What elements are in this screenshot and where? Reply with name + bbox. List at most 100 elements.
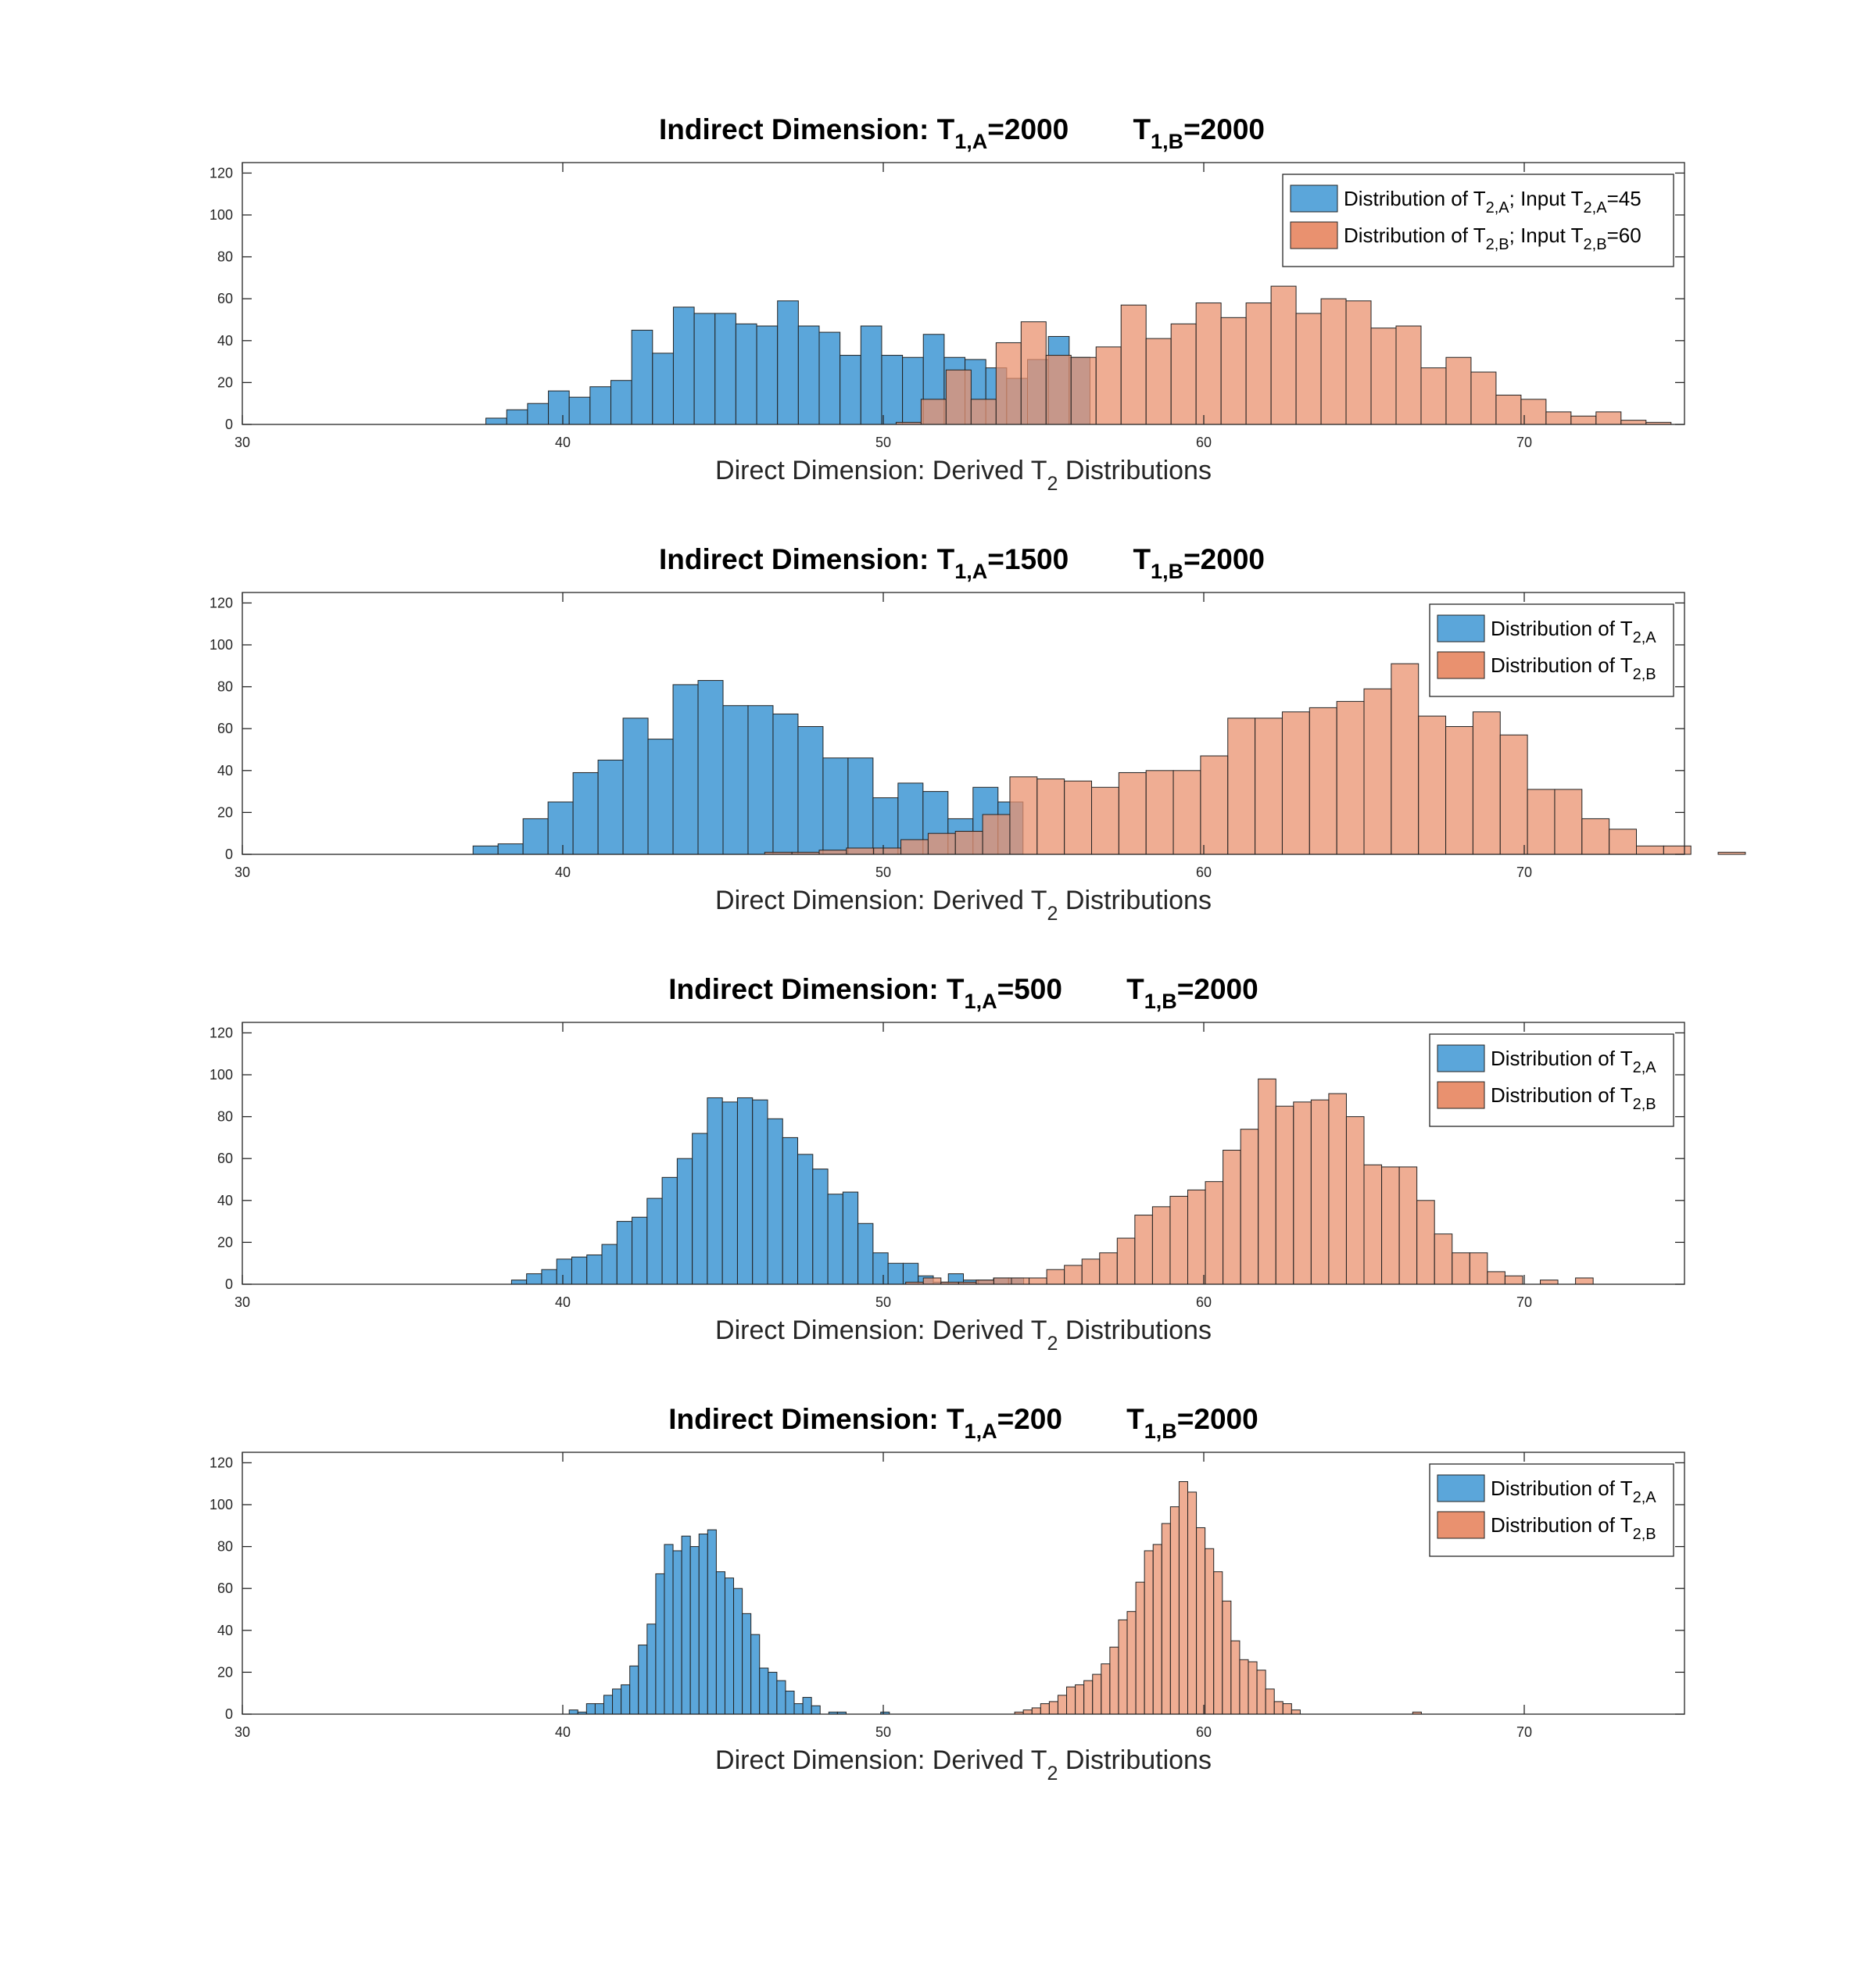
histogram-bar xyxy=(629,1665,639,1715)
histogram-bar xyxy=(722,705,749,855)
histogram-bar xyxy=(597,759,624,855)
histogram-bar xyxy=(1363,1164,1383,1285)
histogram-bar xyxy=(485,417,507,425)
histogram-bar xyxy=(1036,779,1065,855)
histogram-bar xyxy=(922,1277,942,1285)
series-b xyxy=(895,285,1672,425)
chart-title: Indirect Dimension: T1,A=500 T1,B=2000 xyxy=(668,973,1258,1013)
histogram-bar xyxy=(735,323,757,425)
histogram-bar xyxy=(506,409,528,425)
histogram-bar xyxy=(1270,285,1297,425)
histogram-bar xyxy=(1200,755,1229,855)
histogram-bar xyxy=(1222,1600,1232,1715)
histogram-bar xyxy=(1151,1206,1171,1285)
y-tick-label: 0 xyxy=(225,1276,233,1292)
histogram-bar xyxy=(1029,1277,1047,1285)
histogram-bar xyxy=(1240,1129,1259,1285)
histogram-bar xyxy=(1031,1707,1041,1715)
chart-panel-1: 30 40 50 60 70 0 20 40 60 80 100 120 Indirect Dimens… xyxy=(209,113,1685,495)
legend-label-a: Distribution of T2,A xyxy=(1491,1047,1656,1076)
histogram-bar xyxy=(1048,1701,1058,1715)
histogram-bar xyxy=(1398,1166,1418,1285)
histogram-bar xyxy=(1070,356,1097,425)
histogram-bar xyxy=(1336,700,1365,855)
axes-frame xyxy=(242,592,1685,855)
series-a xyxy=(472,680,1024,855)
histogram-bar xyxy=(872,1252,889,1285)
histogram-bar xyxy=(610,380,632,425)
histogram-bar xyxy=(1040,1703,1050,1715)
histogram-bar xyxy=(733,1588,743,1715)
histogram-bar xyxy=(847,757,874,855)
histogram-bar xyxy=(1009,776,1038,855)
histogram-bar xyxy=(827,1194,843,1285)
histogram-bar xyxy=(1540,1280,1559,1285)
histogram-bar xyxy=(556,1258,572,1285)
legend-swatch-a xyxy=(1437,614,1485,643)
chart-panel-4: 30 40 50 60 70 0 20 40 60 80 100 120 Indirect Dimens… xyxy=(209,1403,1685,1784)
x-axis-label: Direct Dimension: Derived T2 Distributio… xyxy=(715,456,1212,495)
histogram-bar xyxy=(846,847,875,855)
histogram-bar xyxy=(1420,367,1447,425)
histogram-bar xyxy=(571,1256,588,1285)
histogram-bar xyxy=(1118,1619,1128,1715)
y-tick-label: 40 xyxy=(217,763,233,779)
histogram-bar xyxy=(1169,1506,1180,1715)
legend-label-b: Distribution of T2,B; Input T2,B=60 xyxy=(1344,224,1642,253)
histogram-bar xyxy=(1520,399,1547,425)
x-tick-label: 70 xyxy=(1516,435,1532,450)
histogram-bar xyxy=(1545,411,1572,425)
y-tick-label: 100 xyxy=(209,637,233,653)
histogram-bar xyxy=(672,684,699,855)
x-tick-label: 50 xyxy=(875,1724,891,1740)
histogram-bar xyxy=(1487,1271,1505,1285)
legend-label-a: Distribution of T2,A xyxy=(1491,617,1656,646)
y-tick-label: 100 xyxy=(209,207,233,223)
histogram-bar xyxy=(1395,325,1422,425)
x-tick-label: 50 xyxy=(875,1294,891,1310)
histogram-bar xyxy=(1495,394,1522,425)
histogram-bar xyxy=(1118,771,1147,855)
histogram-bar xyxy=(1092,1674,1102,1715)
histogram-bar xyxy=(954,831,983,855)
histogram-bar xyxy=(768,1671,778,1715)
histogram-bar xyxy=(842,1191,859,1285)
histogram-bar xyxy=(970,399,997,425)
histogram-bar xyxy=(1265,1688,1275,1715)
histogram-bar xyxy=(594,1703,604,1715)
histogram-bar xyxy=(1452,1252,1470,1285)
histogram-bar xyxy=(707,1529,717,1715)
histogram-bar xyxy=(887,1262,904,1285)
y-tick-label: 0 xyxy=(225,417,233,432)
histogram-bar xyxy=(616,1221,633,1285)
histogram-bar xyxy=(1011,1277,1030,1285)
histogram-bar xyxy=(1472,711,1501,855)
histogram-bar xyxy=(681,1535,691,1715)
histogram-bar xyxy=(1135,1581,1145,1715)
histogram-bar xyxy=(1434,1233,1453,1285)
x-tick-label: 30 xyxy=(234,1724,250,1740)
y-axis: 0 20 40 60 80 100 120 xyxy=(209,165,1684,432)
histogram-bar xyxy=(785,1691,795,1715)
histogram-bar xyxy=(1134,1215,1153,1285)
y-tick-label: 80 xyxy=(217,1539,233,1555)
histogram-bar xyxy=(497,843,524,855)
legend: Distribution of T2,A Distribution of T2,B xyxy=(1429,1033,1674,1127)
histogram-bar xyxy=(1663,845,1692,855)
histogram-bar xyxy=(1527,789,1556,855)
legend-label-b: Distribution of T2,B xyxy=(1491,1513,1656,1543)
histogram-bar xyxy=(1064,780,1093,855)
x-tick-label: 30 xyxy=(234,435,250,450)
histogram-bar xyxy=(1099,1252,1118,1285)
chart-title: Indirect Dimension: T1,A=200 T1,B=2000 xyxy=(668,1403,1258,1443)
histogram-bar xyxy=(1575,1277,1594,1285)
histogram-bar xyxy=(747,705,774,855)
histogram-bar xyxy=(586,1254,603,1285)
series-b xyxy=(905,1078,1594,1285)
histogram-bar xyxy=(1172,770,1201,855)
histogram-bar xyxy=(1022,1709,1033,1715)
histogram-bar xyxy=(902,1262,919,1285)
histogram-bar xyxy=(945,369,972,425)
histogram-bar xyxy=(873,847,902,855)
